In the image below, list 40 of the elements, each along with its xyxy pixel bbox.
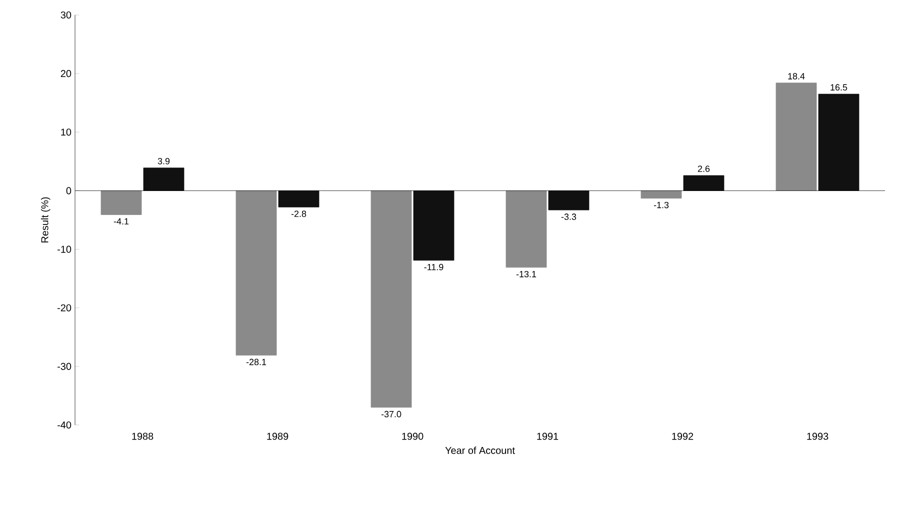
data-label: 2.6 — [698, 166, 710, 172]
bar — [548, 190, 590, 210]
bar — [100, 190, 142, 215]
data-label: 3.9 — [158, 158, 170, 164]
y-tick-label: 0 — [66, 187, 72, 194]
y-axis-title: Result (%) — [40, 197, 50, 242]
x-tick-label: 1989 — [267, 432, 288, 440]
data-label: 16.5 — [830, 84, 848, 91]
y-tick-label: 10 — [61, 128, 72, 136]
y-tick-label: -40 — [58, 421, 72, 429]
x-axis-title: Year of Account — [445, 446, 515, 454]
bar — [370, 190, 412, 408]
data-label: -13.1 — [516, 270, 536, 278]
bar — [413, 190, 454, 261]
bar — [506, 190, 547, 268]
x-tick-label: 1993 — [807, 432, 828, 440]
data-label: 18.4 — [788, 73, 805, 80]
bar — [278, 190, 320, 208]
data-label: -28.1 — [246, 358, 266, 366]
bar — [640, 190, 682, 199]
y-tick-label: -30 — [58, 362, 72, 370]
data-label: -37.0 — [381, 410, 402, 418]
x-tick-label: 1990 — [402, 432, 424, 440]
bar — [143, 168, 184, 191]
x-tick-label: 1988 — [132, 432, 154, 440]
x-tick-label: 1992 — [672, 432, 694, 440]
y-tick-label: 20 — [60, 70, 72, 78]
data-label: -2.8 — [291, 210, 306, 217]
y-tick-label: -10 — [58, 246, 72, 253]
data-label: -4.1 — [114, 218, 129, 224]
y-tick-label: 30 — [60, 11, 72, 19]
bar — [683, 175, 724, 191]
bar — [776, 82, 817, 191]
bar — [818, 94, 860, 191]
x-tick-label: 1991 — [537, 432, 558, 440]
data-label: -1.3 — [654, 202, 669, 208]
bar — [236, 190, 277, 356]
data-label: -3.3 — [561, 214, 576, 220]
y-tick-label: -20 — [58, 304, 72, 312]
data-label: -11.9 — [424, 264, 444, 270]
